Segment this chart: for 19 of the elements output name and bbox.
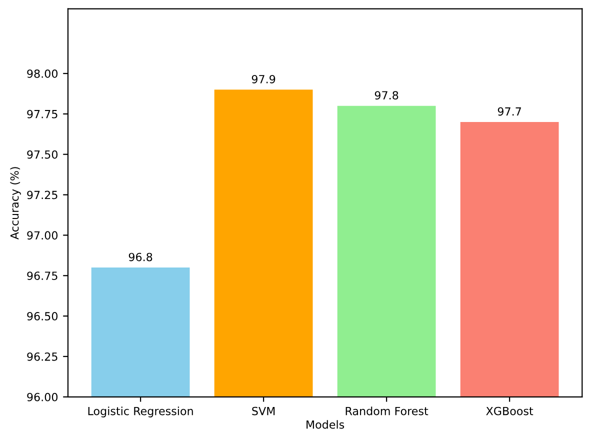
data-label: 97.9 — [252, 74, 276, 84]
y-tick-label: 98.00 — [27, 69, 58, 78]
x-axis-title: Models — [306, 420, 344, 429]
y-tick-label: 96.25 — [27, 352, 58, 361]
data-label: 97.7 — [498, 107, 521, 116]
y-tick-label: 97.75 — [27, 110, 58, 118]
y-tick-label: 97.50 — [27, 150, 58, 159]
y-axis-title: Accuracy (%) — [10, 167, 21, 240]
x-tick-label: SVM — [252, 406, 275, 416]
y-tick-label: 96.50 — [27, 312, 58, 320]
x-tick-label: XGBoost — [486, 406, 534, 416]
x-tick-label: Random Forest — [346, 406, 428, 416]
y-tick-label: 97.25 — [27, 190, 58, 200]
data-label: 97.8 — [374, 91, 398, 100]
data-label: 96.8 — [128, 252, 152, 262]
y-tick-label: 96.75 — [27, 272, 58, 280]
y-tick-label: 96.00 — [27, 392, 58, 402]
x-tick-label: Logistic Regression — [88, 406, 193, 418]
y-tick-label: 97.00 — [27, 231, 58, 240]
